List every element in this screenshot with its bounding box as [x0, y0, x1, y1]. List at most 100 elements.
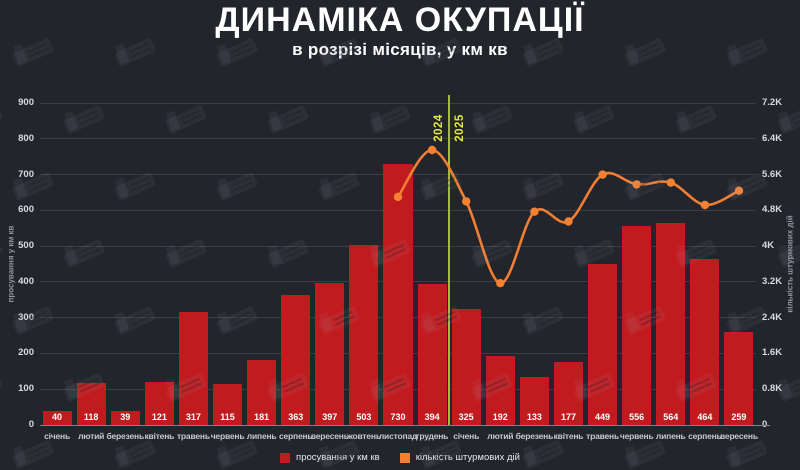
legend-item-assaults: кількість штурмових дій: [399, 452, 520, 463]
x-axis-line: [40, 425, 770, 426]
left-axis-title: просування у км кв: [6, 225, 16, 303]
line-point: [496, 279, 505, 288]
right-tick-label: 4.8K: [762, 204, 783, 216]
bar-травень-2025: 449: [588, 264, 618, 425]
right-tick-label: 3.2K: [762, 275, 783, 287]
month-label: грудень: [415, 431, 449, 441]
bar-червень-2024: 115: [212, 383, 243, 425]
bar-value-label: 556: [629, 411, 645, 422]
year-divider-line: [448, 95, 451, 425]
month-label: березень: [106, 431, 144, 441]
month-label: квітень: [553, 431, 584, 441]
bar-березень-2024: 39: [110, 411, 140, 425]
month-label: січень: [453, 431, 480, 441]
bar-value-label: 118: [83, 411, 99, 422]
month-label: лютий: [78, 431, 105, 441]
month-label: листопад: [378, 431, 418, 441]
bar-value-label: 39: [120, 411, 131, 422]
left-tick-label: 400: [18, 275, 34, 287]
bar-value-label: 40: [52, 411, 63, 422]
bar-вересень-2024: 397: [315, 282, 345, 425]
right-tick-label: 0.8K: [762, 383, 783, 395]
month-label: квітень: [144, 431, 175, 441]
bar-value-label: 115: [220, 411, 235, 422]
bar-value-label: 503: [356, 411, 372, 422]
right-tick-label: 2.4K: [762, 311, 783, 323]
bar-травень-2024: 317: [178, 311, 208, 425]
bar-value-label: 394: [424, 411, 440, 422]
left-tick-label: 200: [18, 347, 34, 359]
legend-item-advance: просування у км кв: [280, 452, 380, 463]
bar-value-label: 449: [595, 411, 611, 422]
right-tick-label: 7.2K: [762, 97, 783, 108]
bar-червень-2025: 556: [622, 226, 652, 425]
line-point: [734, 186, 744, 195]
bar-листопад-2024: 730: [383, 163, 413, 425]
bar-value-label: 121: [151, 411, 167, 422]
bar-value-label: 564: [663, 411, 679, 422]
month-label: вересень: [720, 431, 758, 441]
bar-січень-2025: 325: [451, 308, 481, 425]
bar-value-label: 317: [185, 411, 201, 422]
bar-серпень-2024: 363: [281, 295, 311, 425]
chart-subtitle: в розрізі місяців, у км кв: [292, 40, 508, 60]
month-label: липень: [655, 431, 686, 441]
bar-березень-2025: 133: [519, 377, 549, 425]
grid-line: [40, 102, 756, 104]
legend-label-assaults: кількість штурмових дій: [415, 452, 520, 463]
year-label-2025: 2025: [454, 114, 467, 142]
bar-липень-2024: 181: [247, 360, 277, 425]
line-point: [427, 145, 437, 155]
year-label-2024: 2024: [433, 114, 446, 142]
bar-value-label: 397: [322, 411, 338, 422]
line-point: [666, 178, 675, 187]
month-label: червень: [619, 431, 654, 441]
bar-value-label: 730: [390, 411, 406, 422]
line-point: [700, 200, 710, 210]
bar-квітень-2024: 121: [144, 381, 174, 425]
line-point: [564, 217, 573, 226]
month-label: липень: [246, 431, 277, 441]
chart-title: ДИНАМІКА ОКУПАЦІЇ: [215, 1, 585, 39]
bar-вересень-2025: 259: [724, 332, 754, 425]
month-label: серпень: [688, 431, 722, 441]
bar-жовтень-2024: 503: [349, 245, 379, 425]
month-label: січень: [44, 431, 70, 441]
legend: просування у км кв кількість штурмових д…: [0, 452, 800, 463]
month-label: червень: [210, 431, 245, 441]
legend-swatch-assaults: [399, 452, 410, 463]
line-point: [632, 180, 641, 189]
left-tick-label: 100: [18, 383, 34, 395]
month-label: вересень: [310, 431, 349, 441]
bar-value-label: 133: [526, 411, 542, 422]
month-label: березень: [515, 431, 554, 441]
bar-липень-2025: 564: [656, 223, 686, 425]
bar-лютий-2024: 118: [76, 382, 106, 425]
left-tick-label: 300: [18, 311, 34, 323]
legend-label-advance: просування у км кв: [296, 452, 380, 463]
legend-swatch-advance: [280, 452, 291, 463]
bar-value-label: 192: [492, 411, 508, 422]
right-tick-label: 5.6K: [762, 168, 783, 180]
month-label: серпень: [278, 431, 313, 441]
line-point: [462, 197, 471, 206]
left-tick-label: 600: [18, 204, 34, 216]
right-tick-label: 4K: [762, 240, 775, 252]
right-tick-label: 1.6K: [762, 347, 783, 359]
right-tick-label: 6.4K: [762, 132, 783, 144]
left-tick-label: 500: [18, 240, 34, 252]
grid-line: [40, 138, 756, 140]
title-block: ДИНАМІКА ОКУПАЦІЇ в розрізі місяців, у к…: [0, 1, 800, 60]
bar-січень-2024: 40: [42, 410, 72, 425]
month-label: травень: [176, 431, 210, 441]
bar-серпень-2025: 464: [690, 258, 720, 425]
bar-value-label: 177: [560, 411, 576, 422]
bar-value-label: 464: [697, 411, 713, 422]
left-tick-label: 700: [18, 168, 34, 180]
month-label: жовтень: [346, 431, 381, 441]
month-label: травень: [586, 431, 619, 441]
bar-лютий-2025: 192: [485, 356, 515, 425]
bar-квітень-2025: 177: [553, 361, 584, 425]
